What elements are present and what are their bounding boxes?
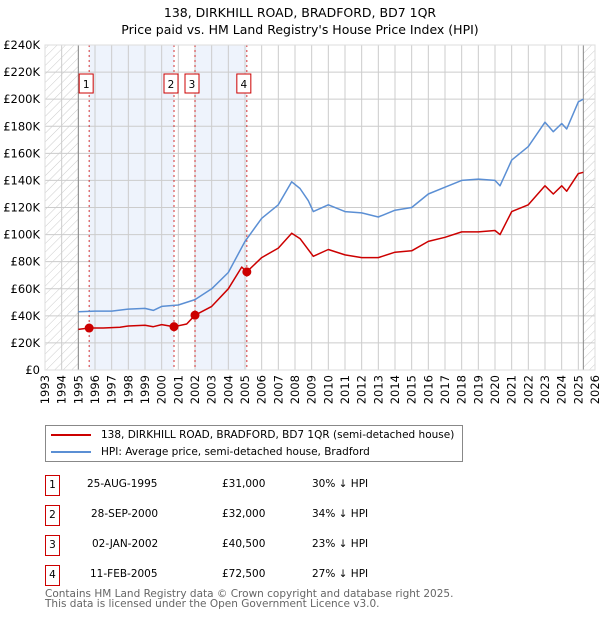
- row-price: £72,500: [222, 568, 266, 580]
- y-tick-label: £100K: [3, 228, 40, 242]
- x-tick-label: 1996: [88, 375, 102, 404]
- legend-item-property: 138, DIRKHILL ROAD, BRADFORD, BD7 1QR (s…: [51, 427, 454, 443]
- legend-label-hpi: HPI: Average price, semi-detached house,…: [101, 446, 370, 458]
- sale-label-box: [78, 73, 94, 94]
- legend-swatch-property: [51, 434, 91, 436]
- sale-label-box: [163, 73, 179, 94]
- sale-label: 4: [240, 79, 247, 91]
- x-tick-label: 2024: [555, 375, 569, 404]
- footer-line-1: Contains HM Land Registry data © Crown c…: [45, 588, 454, 600]
- y-tick-label: £80K: [11, 255, 41, 269]
- x-tick-label: 1993: [38, 375, 52, 404]
- sale-label-box: [236, 73, 252, 94]
- x-tick-label: 2022: [521, 375, 535, 404]
- y-tick-label: £160K: [3, 146, 40, 160]
- sale-point: [169, 322, 179, 332]
- sale-point: [242, 267, 252, 277]
- sale-point: [190, 310, 200, 320]
- y-tick-label: £180K: [3, 119, 40, 133]
- row-hpi: 34% ↓ HPI: [312, 508, 369, 520]
- row-hpi: 23% ↓ HPI: [312, 538, 369, 550]
- hpi-line: [78, 98, 584, 313]
- x-tick-label: 2005: [238, 375, 252, 404]
- x-tick-label: 2004: [221, 375, 235, 404]
- sale-label: 1: [83, 79, 90, 91]
- sale-label: 2: [168, 79, 175, 91]
- x-tick-label: 1995: [71, 375, 85, 404]
- title-line-2: Price paid vs. HM Land Registry's House …: [121, 22, 479, 37]
- table-row: 4 11-FEB-2005 £72,500 27% ↓ HPI: [45, 565, 445, 586]
- x-tick-label: 2011: [338, 375, 352, 404]
- sale-label-box: [184, 73, 200, 94]
- x-tick-label: 2023: [538, 375, 552, 404]
- table-row: 2 28-SEP-2000 £32,000 34% ↓ HPI: [45, 505, 445, 526]
- row-number: 2: [45, 505, 60, 526]
- y-tick-label: £240K: [3, 38, 40, 52]
- x-tick-label: 2026: [588, 375, 600, 404]
- x-tick-label: 1997: [105, 375, 119, 404]
- x-tick-label: 2014: [388, 375, 402, 404]
- price-chart: 1993 1994 1995 1996 1997 1998 1999 2000 2001 2002…: [3, 38, 600, 404]
- x-tick-label: 2013: [371, 375, 385, 404]
- x-tick-label: 2007: [271, 375, 285, 404]
- x-tick-label: 2018: [455, 375, 469, 404]
- row-hpi: 27% ↓ HPI: [312, 568, 369, 580]
- legend-item-hpi: HPI: Average price, semi-detached house,…: [51, 444, 370, 460]
- y-tick-label: £0: [25, 363, 40, 377]
- row-date: 25-AUG-1995: [87, 478, 158, 490]
- y-tick-label: £60K: [11, 282, 41, 296]
- x-tick-label: 2000: [155, 375, 169, 404]
- row-hpi: 30% ↓ HPI: [312, 478, 369, 490]
- y-tick-label: £140K: [3, 173, 40, 187]
- legend-swatch-hpi: [51, 451, 91, 453]
- row-date: 28-SEP-2000: [91, 508, 159, 520]
- x-tick-label: 2016: [421, 375, 435, 404]
- x-tick-label: 2002: [188, 375, 202, 404]
- row-number: 1: [45, 475, 60, 496]
- legend-label-property: 138, DIRKHILL ROAD, BRADFORD, BD7 1QR (s…: [101, 429, 455, 441]
- sale-label: 3: [189, 79, 196, 91]
- row-price: £31,000: [222, 478, 266, 490]
- x-tick-label: 2017: [438, 375, 452, 404]
- x-tick-label: 2020: [488, 375, 502, 404]
- footer-line-2: This data is licensed under the Open Gov…: [45, 598, 380, 610]
- table-row: 3 02-JAN-2002 £40,500 23% ↓ HPI: [45, 535, 445, 556]
- x-tick-label: 2025: [571, 375, 585, 404]
- y-tick-label: £200K: [3, 92, 40, 106]
- legend: 138, DIRKHILL ROAD, BRADFORD, BD7 1QR (s…: [45, 425, 463, 462]
- x-tick-label: 2012: [355, 375, 369, 404]
- row-price: £40,500: [222, 538, 266, 550]
- x-tick-label: 2010: [321, 375, 335, 404]
- y-tick-label: £40K: [11, 309, 41, 323]
- footer: Contains HM Land Registry data © Crown c…: [45, 588, 454, 610]
- y-tick-label: £20K: [11, 336, 41, 350]
- x-tick-label: 1994: [55, 375, 69, 404]
- x-tick-label: 1999: [138, 375, 152, 404]
- x-tick-label: 2019: [471, 375, 485, 404]
- title-line-1: 138, DIRKHILL ROAD, BRADFORD, BD7 1QR: [163, 5, 437, 20]
- plot-border: [44, 44, 596, 371]
- x-tick-label: 2015: [405, 375, 419, 404]
- x-tick-label: 2003: [205, 375, 219, 404]
- row-date: 11-FEB-2005: [90, 568, 158, 580]
- property-price-line: [78, 171, 584, 331]
- x-tick-label: 1998: [121, 375, 135, 404]
- y-tick-label: £220K: [3, 65, 40, 79]
- x-tick-label: 2008: [288, 375, 302, 404]
- x-tick-label: 2021: [505, 375, 519, 404]
- row-number: 3: [45, 535, 60, 556]
- chart-title: 138, DIRKHILL ROAD, BRADFORD, BD7 1QR Pr…: [0, 4, 600, 38]
- row-price: £32,000: [222, 508, 266, 520]
- table-row: 1 25-AUG-1995 £31,000 30% ↓ HPI: [45, 475, 445, 496]
- y-tick-label: £120K: [3, 201, 40, 215]
- row-number: 4: [45, 565, 60, 586]
- x-tick-label: 2006: [255, 375, 269, 404]
- sale-point: [84, 323, 94, 333]
- x-tick-label: 2009: [305, 375, 319, 404]
- row-date: 02-JAN-2002: [92, 538, 159, 550]
- x-tick-label: 2001: [171, 375, 185, 404]
